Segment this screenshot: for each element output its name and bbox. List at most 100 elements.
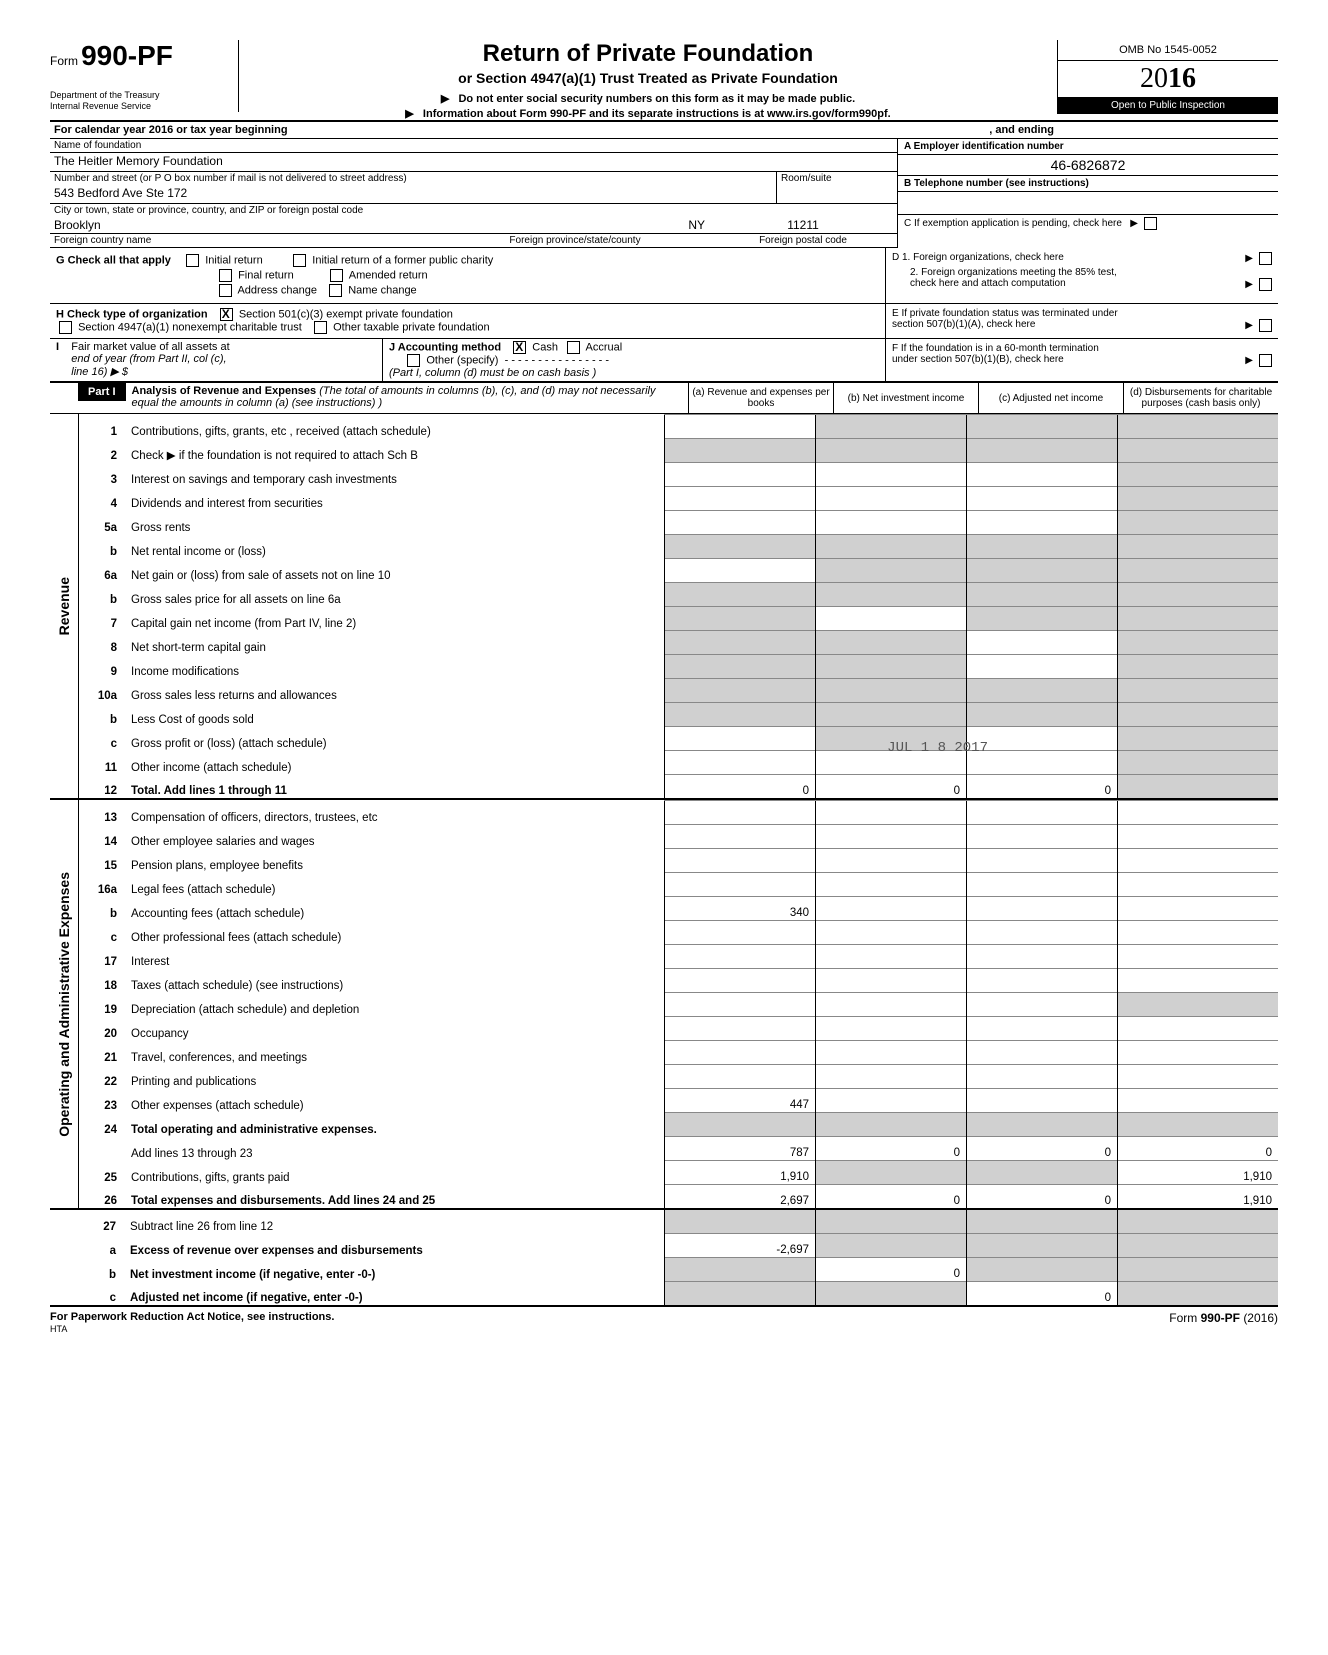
line-27c: Adjusted net income (if negative, enter … (126, 1282, 665, 1306)
instr-2: ▶ Information about Form 990-PF and its … (247, 107, 1049, 120)
line-9: Income modifications (127, 655, 665, 679)
h-left: H Check type of organization Section 501… (50, 304, 885, 338)
foreign-row: Foreign country name Foreign province/st… (50, 234, 897, 248)
line-22: Printing and publications (127, 1065, 665, 1089)
j-label: J Accounting method (389, 341, 501, 353)
address-change-checkbox[interactable] (219, 284, 232, 297)
line-20: Occupancy (127, 1017, 665, 1041)
col-d-head: (d) Disbursements for charitable purpose… (1123, 383, 1278, 413)
g-left: G Check all that apply Initial return In… (50, 248, 885, 303)
date-stamp: JUL 1 8 2017 (887, 740, 988, 756)
footer-right: Form 990-PF (2016) (1169, 1311, 1278, 1335)
state: NY (521, 217, 709, 233)
sub-title: or Section 4947(a)(1) Trust Treated as P… (247, 70, 1049, 86)
line-27b: Net investment income (if negative, ente… (126, 1258, 665, 1282)
line27-table: 27Subtract line 26 from line 12 aExcess … (78, 1210, 1278, 1305)
cash-basis-note: (Part I, column (d) must be on cash basi… (389, 367, 596, 379)
d-block: D 1. Foreign organizations, check here ▶… (885, 248, 1278, 303)
open-inspection: Open to Public Inspection (1058, 97, 1278, 114)
line27-side (50, 1210, 78, 1305)
line-5a: Gross rents (127, 511, 665, 535)
line-24-a: 787 (665, 1137, 816, 1161)
name-change-checkbox[interactable] (329, 284, 342, 297)
form-header: Form 990-PF Department of the Treasury I… (50, 40, 1278, 120)
line-27a-a: -2,697 (665, 1234, 816, 1258)
revenue-side: Revenue (50, 414, 79, 798)
city: Brooklyn (50, 217, 521, 233)
other-taxable-checkbox[interactable] (314, 321, 327, 334)
expenses-side: Operating and Administrative Expenses (50, 800, 79, 1208)
revenue-lines: 1Contributions, gifts, grants, etc , rec… (79, 414, 1278, 798)
j-block: J Accounting method Cash Accrual Other (… (382, 339, 885, 381)
f-checkbox[interactable] (1259, 354, 1272, 367)
instr-2-text: Information about Form 990-PF and its se… (423, 108, 891, 120)
h-row1: H Check type of organization Section 501… (56, 308, 879, 321)
h-label: H Check type of organization (56, 308, 208, 320)
identification-grid: Name of foundation The Heitler Memory Fo… (50, 139, 1278, 248)
e-block: E If private foundation status was termi… (885, 304, 1278, 338)
line-11: Other income (attach schedule) (127, 751, 665, 775)
other-specify-label: Other (specify) (426, 354, 498, 366)
d2b-label: check here and attach computation (910, 278, 1066, 289)
g-row2: Final return Amended return (56, 269, 879, 282)
accrual-checkbox[interactable] (567, 341, 580, 354)
instr-1: ▶ Do not enter social security numbers o… (247, 92, 1049, 105)
col-b-head: (b) Net investment income (833, 383, 978, 413)
g-row1: G Check all that apply Initial return In… (56, 254, 879, 267)
line-18: Taxes (attach schedule) (see instruction… (127, 969, 665, 993)
street-address: 543 Bedford Ave Ste 172 (50, 185, 776, 203)
line-25: Contributions, gifts, grants paid (127, 1161, 665, 1185)
address-change-label: Address change (237, 284, 317, 296)
e-checkbox[interactable] (1259, 319, 1272, 332)
year-bold: 16 (1168, 63, 1196, 94)
col-a-head: (a) Revenue and expenses per books (688, 383, 833, 413)
dept-irs: Internal Revenue Service (50, 101, 230, 112)
c-checkbox[interactable] (1144, 217, 1157, 230)
line-10c: Gross profit or (loss) (attach schedule) (127, 727, 665, 751)
line-13: Compensation of officers, directors, tru… (127, 801, 665, 825)
expenses-label: Operating and Administrative Expenses (56, 872, 72, 1137)
line-5b: Net rental income or (loss) (127, 535, 665, 559)
e-row: section 507(b)(1)(A), check here ▶ (892, 319, 1272, 330)
line-12-a: 0 (665, 775, 816, 799)
d1-row: D 1. Foreign organizations, check here ▶ (892, 252, 1272, 263)
a-ein-label: A Employer identification number (898, 139, 1278, 155)
f1: F If the foundation is in a 60-month ter… (892, 343, 1272, 354)
revenue-block: JUL 1 8 2017 Revenue 1Contributions, gif… (50, 414, 1278, 800)
d1-checkbox[interactable] (1259, 252, 1272, 265)
final-return-label: Final return (238, 269, 294, 281)
a-label-text: A Employer identification number (904, 141, 1064, 152)
initial-return-checkbox[interactable] (186, 254, 199, 267)
501c3-checkbox[interactable] (220, 308, 233, 321)
other-method-checkbox[interactable] (407, 354, 420, 367)
line-26-d: 1,910 (1118, 1185, 1279, 1209)
line-3: Interest on savings and temporary cash i… (127, 463, 665, 487)
ein: 46-6826872 (898, 155, 1278, 176)
fmv-line1: Fair market value of all assets at (71, 341, 229, 353)
d2a: 2. Foreign organizations meeting the 85%… (892, 267, 1272, 278)
line-10a: Gross sales less returns and allowances (127, 679, 665, 703)
4947-checkbox[interactable] (59, 321, 72, 334)
c-pending: C If exemption application is pending, c… (898, 215, 1278, 232)
line-23-a: 447 (665, 1089, 816, 1113)
line-23: Other expenses (attach schedule) (127, 1089, 665, 1113)
line-24a: Total operating and administrative expen… (127, 1113, 665, 1137)
initial-former-checkbox[interactable] (293, 254, 306, 267)
amended-return-label: Amended return (349, 269, 428, 281)
d2-checkbox[interactable] (1259, 278, 1272, 291)
zip: 11211 (709, 217, 897, 233)
cash-checkbox[interactable] (513, 341, 526, 354)
cash-label: Cash (532, 341, 558, 353)
tax-year: 2016 (1058, 61, 1278, 97)
line-25-d: 1,910 (1118, 1161, 1279, 1185)
line-24-c: 0 (967, 1137, 1118, 1161)
line-12-c: 0 (967, 775, 1118, 799)
line-26-b: 0 (816, 1185, 967, 1209)
final-return-checkbox[interactable] (219, 269, 232, 282)
footer-form-no: 990-PF (1201, 1311, 1240, 1325)
footer-year: (2016) (1243, 1311, 1278, 1325)
b-label-text: B Telephone number (see instructions) (904, 178, 1089, 189)
amended-return-checkbox[interactable] (330, 269, 343, 282)
id-right: A Employer identification number 46-6826… (898, 139, 1278, 248)
line-17: Interest (127, 945, 665, 969)
